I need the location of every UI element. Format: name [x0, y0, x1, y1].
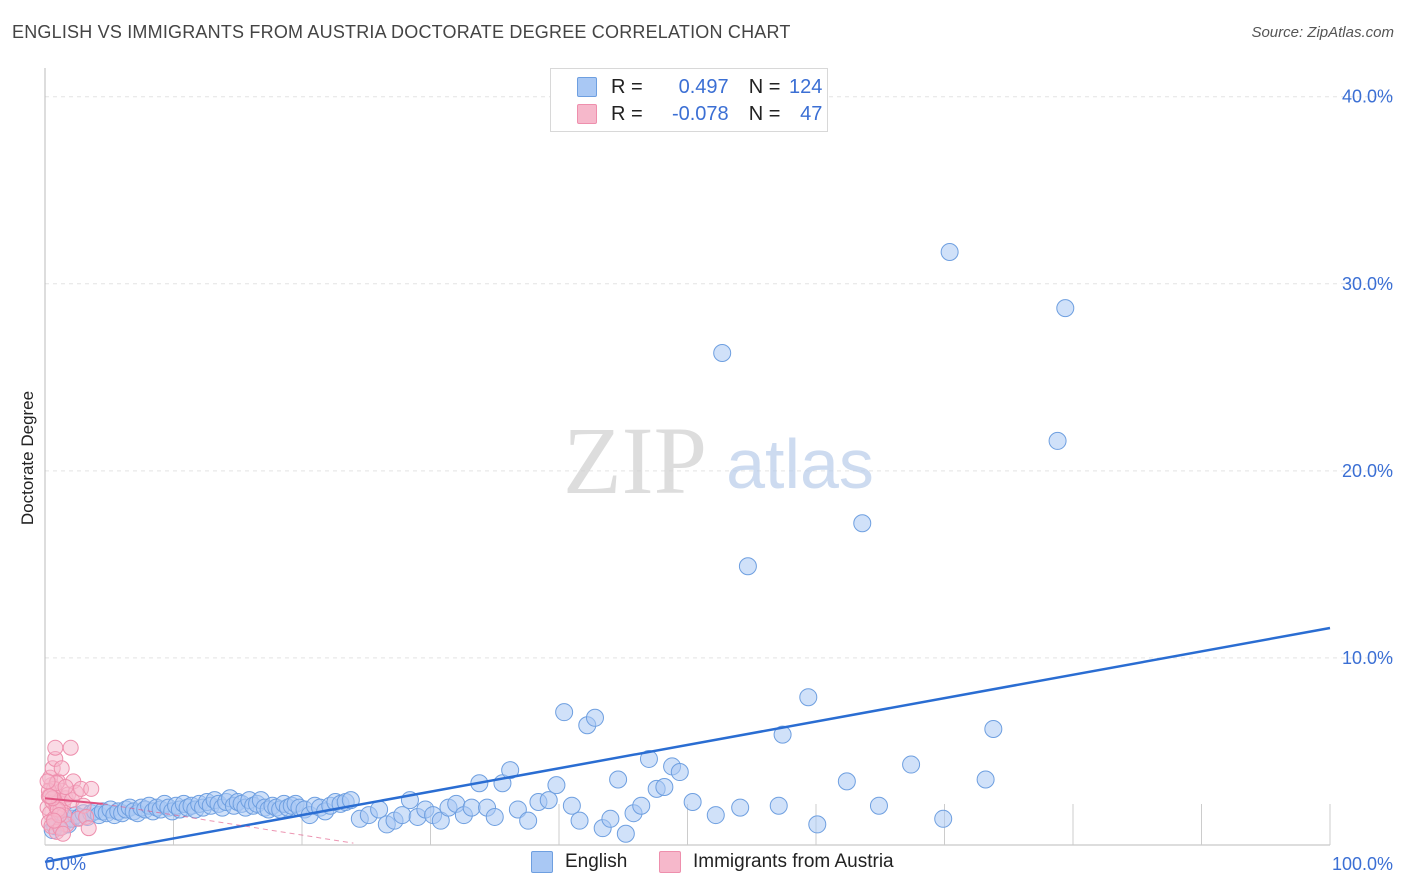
legend-n-label: N = — [748, 102, 781, 125]
legend-r-label: R = — [611, 75, 643, 98]
english-point — [683, 792, 702, 811]
chart-title: ENGLISH VS IMMIGRANTS FROM AUSTRIA DOCTO… — [12, 22, 791, 42]
english-point — [519, 811, 538, 830]
legend-r-value: -0.078 — [671, 102, 729, 125]
english-point — [984, 720, 1003, 739]
english-point — [706, 806, 725, 825]
english-point — [769, 796, 788, 815]
y-tick-label: 40.0% — [1342, 87, 1393, 107]
y-tick-label: 10.0% — [1342, 648, 1393, 668]
english-point — [485, 807, 504, 826]
austria-point — [54, 825, 71, 842]
english-point — [934, 809, 953, 828]
stats-legend: R = 0.497 N = 124 R = -0.078 N = 47 — [550, 68, 828, 132]
legend-swatch-austria — [659, 851, 681, 873]
english-point — [976, 770, 995, 789]
series-legend: English Immigrants from Austria — [0, 851, 1406, 879]
austria-point — [57, 779, 74, 796]
english-point — [731, 798, 750, 817]
trendlines — [44, 626, 1331, 864]
legend-label-austria: Immigrants from Austria — [693, 851, 894, 872]
english-point — [585, 708, 604, 727]
austria-point — [62, 739, 79, 756]
english-point — [655, 778, 674, 797]
legend-r-value: 0.497 — [678, 75, 729, 98]
english-point — [632, 796, 651, 815]
english-trendline — [44, 626, 1331, 864]
watermark-atlas: atlas — [726, 425, 874, 503]
english-point — [773, 725, 792, 744]
english-point — [501, 761, 520, 780]
english-point — [616, 824, 635, 843]
english-point — [940, 242, 959, 261]
watermark: ZIP atlas — [563, 407, 874, 514]
austria-point — [53, 760, 70, 777]
grid-lines — [45, 96, 1395, 659]
tick-labels: 10.0% 20.0% 30.0% 40.0% 0.0% 100.0% — [45, 87, 1393, 874]
source-credit: Source: ZipAtlas.com — [1251, 24, 1394, 41]
english-point — [808, 815, 827, 834]
english-point — [902, 755, 921, 774]
english-point — [670, 763, 689, 782]
legend-item-english[interactable]: English — [531, 851, 627, 873]
legend-swatch-austria — [577, 104, 597, 124]
legend-n-label: N = — [748, 75, 781, 98]
english-point — [547, 776, 566, 795]
austria-trendline-extension — [102, 803, 354, 844]
legend-row-austria: R = -0.078 N = 47 — [577, 101, 822, 127]
english-point — [639, 749, 658, 768]
legend-row-english: R = 0.497 N = 124 — [577, 74, 822, 100]
english-point — [799, 688, 818, 707]
english-point — [601, 809, 620, 828]
legend-label-english: English — [565, 851, 628, 872]
english-point — [555, 703, 574, 722]
austria-points — [39, 739, 100, 842]
english-point — [869, 796, 888, 815]
english-point — [508, 800, 527, 819]
english-point — [609, 770, 628, 789]
english-point — [1048, 431, 1067, 450]
english-points — [43, 242, 1075, 843]
legend-n-value: 47 — [800, 102, 823, 125]
x-tick-label: 100.0% — [1332, 854, 1393, 874]
legend-swatch-english — [531, 851, 553, 873]
legend-swatch-english — [577, 77, 597, 97]
english-point — [738, 557, 757, 576]
austria-point — [83, 780, 100, 797]
legend-r-label: R = — [611, 102, 643, 125]
y-tick-label: 20.0% — [1342, 461, 1393, 481]
austria-point — [39, 773, 56, 790]
x-tick-label: 0.0% — [45, 854, 86, 874]
english-point — [462, 798, 481, 817]
english-point — [570, 811, 589, 830]
austria-point — [80, 820, 97, 837]
english-point — [370, 800, 389, 819]
english-point — [853, 514, 872, 533]
english-point — [713, 343, 732, 362]
english-point — [837, 772, 856, 791]
english-point — [393, 806, 412, 825]
legend-n-value: 124 — [789, 75, 823, 98]
austria-point — [47, 739, 64, 756]
austria-point — [45, 812, 62, 829]
y-tick-label: 30.0% — [1342, 274, 1393, 294]
austria-trendline — [44, 797, 103, 805]
watermark-zip: ZIP — [563, 407, 707, 514]
english-point — [1056, 299, 1075, 318]
english-point — [562, 796, 581, 815]
english-point — [539, 791, 558, 810]
legend-item-austria[interactable]: Immigrants from Austria — [659, 851, 894, 873]
